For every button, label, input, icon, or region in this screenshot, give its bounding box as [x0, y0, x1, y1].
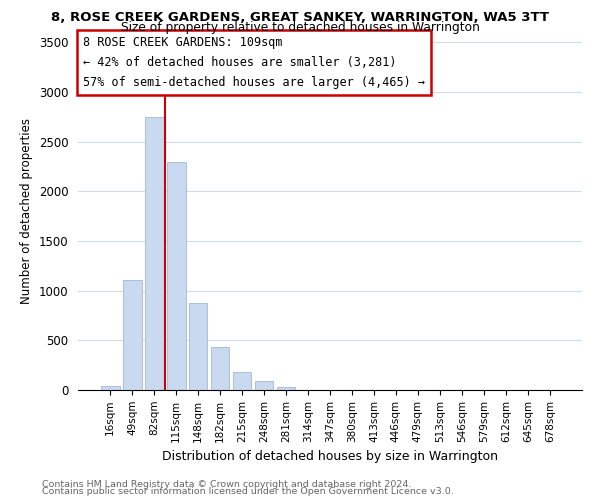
- Bar: [211, 348, 229, 390]
- Bar: [277, 387, 295, 390]
- Text: Size of property relative to detached houses in Warrington: Size of property relative to detached ho…: [121, 22, 479, 35]
- Bar: [189, 302, 208, 390]
- X-axis label: Distribution of detached houses by size in Warrington: Distribution of detached houses by size …: [162, 450, 498, 463]
- Y-axis label: Number of detached properties: Number of detached properties: [20, 118, 33, 304]
- Text: Contains public sector information licensed under the Open Government Licence v3: Contains public sector information licen…: [42, 487, 454, 496]
- Bar: [145, 117, 164, 390]
- Text: 8 ROSE CREEK GARDENS: 109sqm
← 42% of detached houses are smaller (3,281)
57% of: 8 ROSE CREEK GARDENS: 109sqm ← 42% of de…: [83, 36, 425, 89]
- Bar: [101, 386, 119, 390]
- Text: 8, ROSE CREEK GARDENS, GREAT SANKEY, WARRINGTON, WA5 3TT: 8, ROSE CREEK GARDENS, GREAT SANKEY, WAR…: [51, 11, 549, 24]
- Bar: [233, 372, 251, 390]
- Text: Contains HM Land Registry data © Crown copyright and database right 2024.: Contains HM Land Registry data © Crown c…: [42, 480, 412, 489]
- Bar: [255, 380, 274, 390]
- Bar: [123, 280, 142, 390]
- Bar: [167, 162, 185, 390]
